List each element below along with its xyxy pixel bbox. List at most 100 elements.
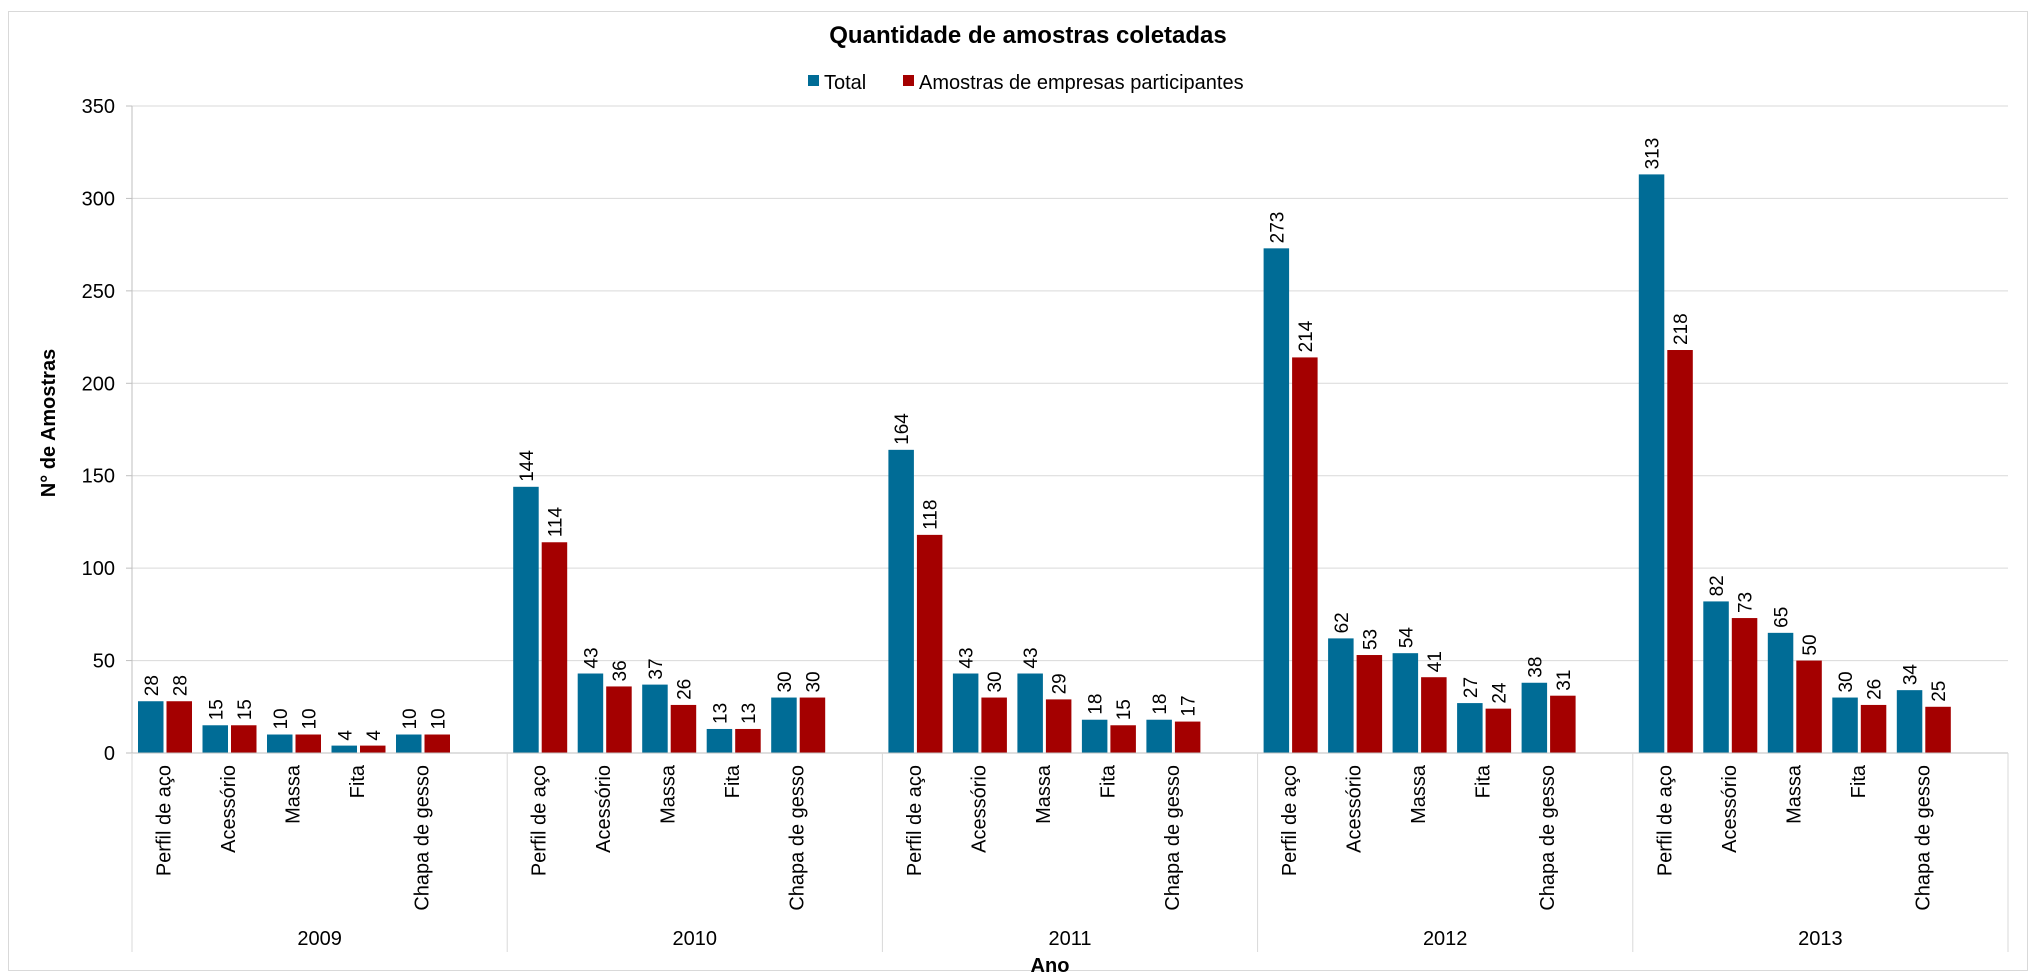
y-axis-ticks: 0 50 100 150 200 250 300 350 xyxy=(82,96,132,765)
bar-participantes xyxy=(231,725,257,753)
data-label: 65 xyxy=(1772,607,1793,628)
group-label: 2012 xyxy=(1423,928,1468,950)
bar-total xyxy=(331,745,357,753)
data-label: 24 xyxy=(1489,682,1510,704)
bar-participantes xyxy=(981,697,1007,753)
bar-participantes xyxy=(295,734,321,753)
bar-participantes xyxy=(735,728,761,753)
bar-participantes xyxy=(1796,660,1822,753)
data-label: 53 xyxy=(1360,629,1381,650)
data-label: 164 xyxy=(892,413,913,445)
data-label: 30 xyxy=(1836,671,1857,692)
data-label: 26 xyxy=(1865,679,1886,700)
category-label: Perfil de aço xyxy=(1654,765,1676,876)
y-tick-label: 0 xyxy=(104,743,115,765)
bar-total xyxy=(1638,174,1665,753)
category-label: Chapa de gesso xyxy=(1162,765,1184,911)
bar-total xyxy=(771,697,797,753)
bar-total xyxy=(1896,690,1923,753)
category-label: Chapa de gesso xyxy=(1912,765,1934,911)
data-label: 273 xyxy=(1267,212,1288,244)
bar-participantes xyxy=(166,701,192,753)
category-label: Acessório xyxy=(968,765,990,853)
category-label: Acessório xyxy=(1719,765,1741,853)
category-label: Massa xyxy=(658,764,680,824)
category-label: Chapa de gesso xyxy=(412,765,434,911)
data-label: 38 xyxy=(1525,657,1546,678)
data-label: 15 xyxy=(1114,699,1135,720)
data-label: 41 xyxy=(1425,651,1446,672)
category-label: Perfil de aço xyxy=(529,765,551,876)
y-tick-label: 200 xyxy=(82,373,115,395)
data-label: 43 xyxy=(1021,647,1042,668)
x-axis-title: Ano xyxy=(1031,955,1070,977)
data-label: 27 xyxy=(1461,677,1482,698)
data-label: 50 xyxy=(1800,634,1821,655)
bar-participantes xyxy=(1174,721,1201,753)
bar-total xyxy=(1457,703,1483,753)
y-axis-title: N° de Amostras xyxy=(38,349,60,497)
data-label: 30 xyxy=(775,671,796,692)
data-label: 313 xyxy=(1643,138,1664,170)
bar-participantes xyxy=(670,704,697,753)
category-label: Acessório xyxy=(593,765,615,853)
data-label: 30 xyxy=(985,671,1006,692)
data-label: 37 xyxy=(646,658,667,679)
bar-participantes xyxy=(1356,655,1383,753)
data-label: 13 xyxy=(710,703,731,724)
bar-participantes xyxy=(1860,704,1887,753)
data-label: 29 xyxy=(1050,673,1071,694)
bar-participantes xyxy=(541,542,568,753)
bar-total xyxy=(267,734,293,753)
bar-participantes xyxy=(424,734,450,753)
category-label: Massa xyxy=(1783,764,1805,824)
data-label: 62 xyxy=(1332,612,1353,633)
bar-total xyxy=(1328,638,1354,753)
bar-participantes xyxy=(916,534,943,753)
category-label: Acessório xyxy=(1344,765,1366,853)
category-label: Massa xyxy=(1033,764,1055,824)
data-label: 30 xyxy=(803,671,824,692)
bar-total xyxy=(1832,697,1858,753)
bar-total xyxy=(642,684,668,753)
y-tick-label: 100 xyxy=(82,558,115,580)
data-label: 17 xyxy=(1179,695,1200,716)
bar-participantes xyxy=(1421,677,1447,753)
data-label: 4 xyxy=(335,730,356,741)
bar-participantes xyxy=(799,697,826,753)
category-label: Acessório xyxy=(218,765,240,853)
bar-total xyxy=(706,728,733,753)
data-label: 28 xyxy=(170,675,191,696)
bar-total xyxy=(202,725,228,753)
bar-total xyxy=(1146,719,1172,753)
bar-total xyxy=(1521,682,1548,753)
data-label: 34 xyxy=(1901,664,1922,686)
data-label: 4 xyxy=(364,730,385,741)
data-label: 73 xyxy=(1736,592,1757,613)
data-label: 31 xyxy=(1554,670,1575,691)
group-label: 2010 xyxy=(673,928,718,950)
bar-total xyxy=(888,449,914,753)
data-label: 28 xyxy=(142,675,163,696)
bar-total xyxy=(952,673,979,753)
bar-total xyxy=(1263,248,1290,753)
data-label: 43 xyxy=(957,647,978,668)
data-label: 36 xyxy=(610,660,631,681)
bar-total xyxy=(1017,673,1043,753)
data-label: 118 xyxy=(921,500,942,530)
category-label: Massa xyxy=(1408,764,1430,824)
y-tick-label: 50 xyxy=(93,651,115,673)
data-label: 18 xyxy=(1150,694,1171,715)
group-label: 2009 xyxy=(297,928,342,950)
bar-participantes xyxy=(1925,706,1951,753)
data-label: 214 xyxy=(1296,320,1317,352)
bar-participantes xyxy=(1667,350,1693,753)
bar-total xyxy=(577,673,604,753)
data-label: 43 xyxy=(581,647,602,668)
data-label: 82 xyxy=(1707,575,1728,596)
bar-total xyxy=(1767,632,1794,753)
chart-title: Quantidade de amostras coletadas xyxy=(829,22,1226,49)
bar-total xyxy=(1081,719,1108,753)
bar-participantes xyxy=(1110,725,1136,753)
